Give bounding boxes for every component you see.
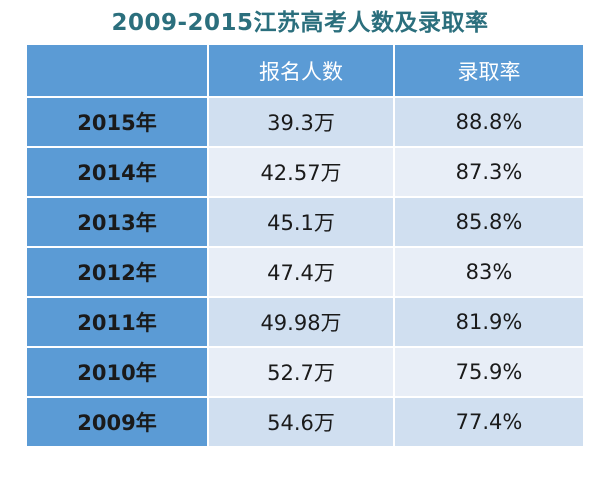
applicants-cell: 47.4万 [207,246,395,298]
applicants-cell: 42.57万 [207,146,395,198]
header-applicants: 报名人数 [207,43,395,98]
admission-rate-cell: 81.9% [393,296,585,348]
table-row: 2013年 45.1万 85.8% [25,196,585,248]
year-cell: 2012年 [25,246,209,298]
applicants-cell: 54.6万 [207,396,395,448]
table-row: 2014年 42.57万 87.3% [25,146,585,198]
applicants-cell: 49.98万 [207,296,395,348]
admission-rate-cell: 77.4% [393,396,585,448]
admission-rate-cell: 85.8% [393,196,585,248]
table-row: 2011年 49.98万 81.9% [25,296,585,348]
year-cell: 2015年 [25,96,209,148]
applicants-cell: 39.3万 [207,96,395,148]
admission-rate-cell: 87.3% [393,146,585,198]
year-cell: 2011年 [25,296,209,348]
table-row: 2012年 47.4万 83% [25,246,585,298]
table-row: 2010年 52.7万 75.9% [25,346,585,398]
table-title: 2009-2015江苏高考人数及录取率 [111,10,489,36]
table-row: 2009年 54.6万 77.4% [25,396,585,448]
admission-rate-cell: 75.9% [393,346,585,398]
admissions-table: 报名人数 录取率 2015年 39.3万 88.8% 2014年 42.57万 … [25,43,585,448]
header-corner-cell [25,43,209,98]
year-cell: 2013年 [25,196,209,248]
admission-rate-cell: 83% [393,246,585,298]
year-cell: 2014年 [25,146,209,198]
year-cell: 2009年 [25,396,209,448]
applicants-cell: 52.7万 [207,346,395,398]
year-cell: 2010年 [25,346,209,398]
admission-rate-cell: 88.8% [393,96,585,148]
header-admission-rate: 录取率 [393,43,585,98]
table-row: 2015年 39.3万 88.8% [25,96,585,148]
header-row: 报名人数 录取率 [25,43,585,98]
applicants-cell: 45.1万 [207,196,395,248]
